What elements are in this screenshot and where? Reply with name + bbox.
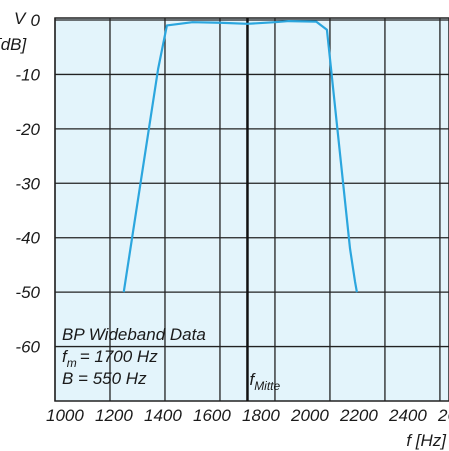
y-tick-label: -60 [15,338,40,357]
x-tick-label: 2200 [339,406,378,425]
x-tick-label: 1200 [95,406,133,425]
y-tick-label: -20 [15,120,40,139]
x-tick-label: 2000 [290,406,329,425]
legend-entry: BP Wideband Data [62,325,206,344]
annotation: m [67,356,77,370]
y-axis-unit: [dB] [0,35,28,54]
x-tick-label: 2600 [437,406,449,425]
annotation: = 1700 Hz [80,347,158,366]
x-tick-label: 1800 [242,406,280,425]
x-axis-label: f [Hz] [406,431,447,450]
x-tick-label: 1000 [46,406,84,425]
x-tick-label: 1600 [193,406,231,425]
annotation: Mitte [254,379,280,393]
y-tick-label: -10 [15,65,40,84]
plot-background [54,17,449,402]
x-tick-label: 1400 [144,406,182,425]
y-axis-label: V [14,9,27,28]
y-tick-label: -50 [15,283,40,302]
data-line [122,19,358,293]
annotation: fMitte [249,370,280,393]
annotation: f [249,370,256,389]
annotation: B = 550 Hz [62,369,147,388]
x-tick-label: 2400 [388,406,427,425]
annotation: fm = 1700 Hz [62,347,158,370]
y-tick-label: -30 [15,174,40,193]
y-tick-label: 0 [31,11,41,30]
y-tick-label: -40 [15,229,40,248]
annotation: f [62,347,69,366]
